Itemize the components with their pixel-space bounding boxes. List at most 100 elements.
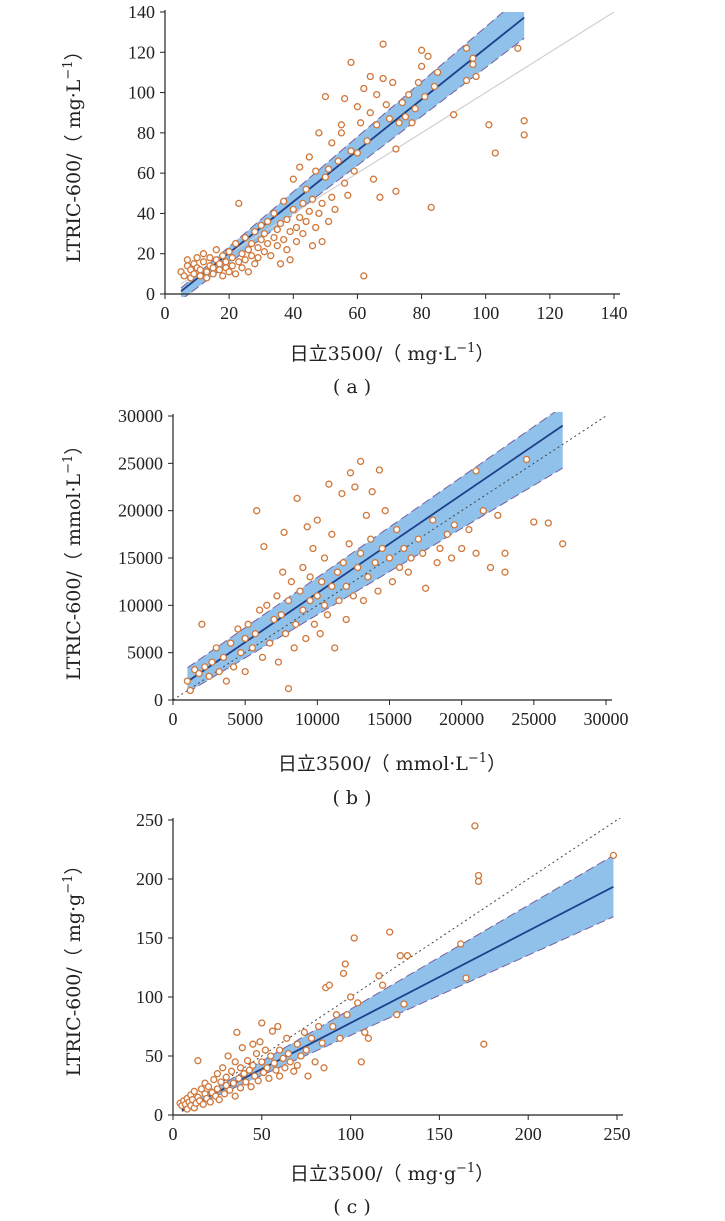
data-point bbox=[297, 1052, 305, 1060]
data-point bbox=[272, 1066, 280, 1074]
data-point bbox=[289, 175, 297, 183]
data-point bbox=[306, 573, 314, 581]
data-point bbox=[252, 1049, 261, 1058]
data-point bbox=[368, 488, 376, 496]
y-axis-label: LTRIC-600/（ mmol·L−1） bbox=[61, 436, 85, 681]
data-point bbox=[290, 644, 298, 652]
data-point bbox=[321, 92, 330, 101]
data-point bbox=[273, 242, 281, 250]
data-point bbox=[424, 52, 432, 60]
data-point bbox=[332, 1011, 341, 1019]
data-point bbox=[276, 260, 285, 268]
data-point bbox=[244, 246, 253, 254]
data-point bbox=[472, 549, 480, 557]
data-point bbox=[381, 507, 389, 515]
data-point bbox=[263, 239, 272, 248]
data-point bbox=[336, 1034, 344, 1042]
data-point bbox=[395, 119, 403, 127]
data-point bbox=[183, 677, 192, 685]
data-point bbox=[219, 653, 228, 662]
data-point bbox=[229, 663, 238, 671]
data-point bbox=[396, 952, 404, 960]
data-point bbox=[237, 649, 245, 657]
data-point bbox=[347, 147, 355, 155]
data-point bbox=[302, 634, 310, 643]
data-point bbox=[378, 981, 387, 989]
data-point bbox=[395, 563, 404, 572]
data-point bbox=[329, 1022, 337, 1031]
x-tick-label: 40 bbox=[284, 303, 302, 323]
data-point bbox=[219, 1064, 227, 1072]
data-point bbox=[347, 58, 355, 67]
data-point bbox=[325, 480, 333, 488]
data-point bbox=[341, 960, 349, 968]
data-point bbox=[373, 90, 381, 99]
x-axis-label: 日立3500/（ mg·L−1） bbox=[290, 341, 495, 365]
data-point bbox=[241, 634, 249, 643]
data-point bbox=[313, 592, 321, 600]
y-tick-label: 50 bbox=[145, 1046, 163, 1066]
data-point bbox=[335, 596, 343, 605]
data-point bbox=[293, 494, 301, 503]
data-point bbox=[522, 455, 531, 464]
data-point bbox=[404, 568, 412, 576]
data-point bbox=[364, 1034, 373, 1042]
data-point bbox=[299, 199, 307, 208]
data-point bbox=[236, 1084, 245, 1092]
data-point bbox=[364, 573, 372, 581]
data-point bbox=[421, 92, 429, 101]
data-point bbox=[328, 193, 336, 201]
data-point bbox=[414, 78, 423, 87]
data-point bbox=[299, 606, 307, 614]
y-tick-label: 80 bbox=[137, 123, 155, 143]
data-point bbox=[215, 260, 224, 268]
data-point bbox=[215, 266, 224, 274]
data-point bbox=[235, 258, 243, 266]
data-point bbox=[242, 1078, 250, 1086]
x-tick-label: 100 bbox=[337, 1124, 364, 1144]
data-point bbox=[303, 523, 311, 531]
data-point bbox=[318, 237, 326, 246]
data-point bbox=[286, 227, 294, 236]
data-point bbox=[328, 582, 336, 591]
data-point bbox=[292, 223, 301, 232]
data-point bbox=[238, 250, 246, 258]
x-tick-label: 0 bbox=[169, 709, 178, 729]
data-point bbox=[559, 540, 567, 548]
x-tick-label: 20000 bbox=[439, 709, 484, 729]
data-point bbox=[279, 1054, 287, 1063]
data-point bbox=[208, 658, 216, 666]
data-point bbox=[209, 264, 217, 272]
data-point bbox=[199, 258, 208, 266]
data-point bbox=[386, 928, 394, 936]
data-point bbox=[231, 1092, 239, 1100]
data-point bbox=[274, 658, 283, 666]
data-point bbox=[382, 101, 390, 109]
data-point bbox=[222, 677, 231, 685]
data-point bbox=[471, 822, 479, 830]
data-point bbox=[215, 667, 223, 676]
data-point bbox=[310, 620, 319, 628]
data-point bbox=[339, 969, 348, 978]
chart-panel-c: 0 50 100 150 200 250 0 50 100 150 200 250 日立3500/（ … bbox=[61, 810, 631, 1218]
data-point bbox=[241, 256, 249, 264]
data-point bbox=[205, 672, 213, 680]
data-point bbox=[196, 272, 204, 280]
panel-label: ( c ) bbox=[333, 1196, 371, 1218]
chart-panel-b: 0 5000 10000 15000 20000 25000 30000 0 5000 10000… bbox=[61, 406, 629, 809]
x-tick-label: 5000 bbox=[227, 709, 263, 729]
data-point bbox=[414, 535, 423, 543]
data-point bbox=[449, 111, 458, 119]
data-point bbox=[318, 1039, 326, 1047]
data-point bbox=[195, 669, 203, 678]
data-point bbox=[198, 620, 206, 628]
data-point bbox=[240, 1070, 248, 1078]
data-point bbox=[222, 1073, 230, 1081]
data-point bbox=[323, 611, 332, 619]
data-point bbox=[307, 1034, 316, 1042]
data-point bbox=[324, 217, 333, 226]
data-point bbox=[274, 1022, 282, 1031]
x-tick-label: 25000 bbox=[511, 709, 556, 729]
data-point bbox=[474, 877, 483, 886]
data-point bbox=[374, 587, 382, 595]
